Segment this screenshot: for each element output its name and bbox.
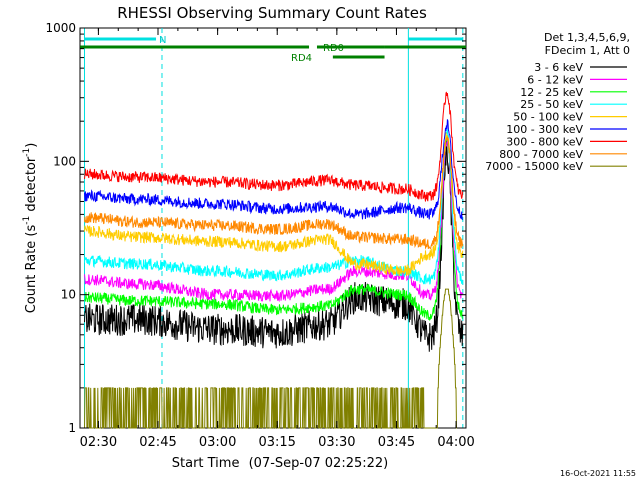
series-line-6 [84, 91, 464, 202]
legend-entry-label: 3 - 6 keV [534, 61, 583, 74]
flag-label-n: N [159, 35, 166, 46]
series-line-0 [84, 139, 464, 352]
y-axis-label: Count Rate (s-1 detector-1) [22, 143, 39, 314]
series-lines [84, 91, 464, 429]
series-line-7 [84, 136, 464, 250]
legend-header-line-2: FDecim 1, Att 0 [545, 44, 630, 57]
legend-entry-label: 25 - 50 keV [520, 98, 583, 111]
x-tick-label: 03:45 [378, 435, 415, 450]
series-line-8 [84, 288, 463, 429]
legend-entry-label: 100 - 300 keV [506, 123, 583, 136]
x-tick-label: 03:00 [199, 435, 236, 450]
y-tick-label: 1 [68, 421, 76, 435]
x-axis-label: Start Time (07-Sep-07 02:25:22) [172, 456, 389, 471]
legend-entry-label: 12 - 25 keV [520, 86, 583, 99]
series-line-2 [84, 134, 464, 322]
y-axis-label-main: Count Rate (s [24, 225, 39, 314]
chart-title: RHESSI Observing Summary Count Rates [117, 4, 427, 22]
legend-entry-label: 800 - 7000 keV [499, 148, 583, 161]
series-line-1 [84, 139, 464, 303]
y-tick-label: 10 [61, 288, 76, 302]
flag-label-rd4: RD4 [291, 53, 312, 64]
series-line-4 [84, 132, 464, 277]
x-axis-label-prefix: Start Time [172, 456, 240, 471]
y-tick-label: 1000 [45, 21, 76, 35]
legend-entry-label: 6 - 12 keV [527, 73, 583, 86]
legend: Det 1,3,4,5,6,9, FDecim 1, Att 0 3 - 6 k… [485, 31, 630, 173]
y-axis-label-sup1: -1 [22, 216, 32, 225]
y-axis-label-sup2: -1 [22, 148, 32, 157]
x-tick-label: 03:15 [258, 435, 295, 450]
y-axis-label-mid: detector [24, 156, 39, 216]
legend-entry-label: 7000 - 15000 keV [485, 160, 583, 173]
flag-label-rd0: RD0 [323, 43, 344, 54]
flag-bars [80, 37, 466, 59]
x-tick-label: 04:00 [437, 435, 474, 450]
attenuator-markers [83, 28, 464, 428]
x-axis-label-date: (07-Sep-07 02:25:22) [249, 456, 389, 471]
legend-header-line-1: Det 1,3,4,5,6,9, [544, 31, 630, 44]
y-axis-label-end: ) [24, 143, 39, 148]
y-axis: 1 10 100 1000 [45, 21, 466, 435]
x-axis: 02:30 02:45 03:00 03:15 03:30 03:45 04:00 [80, 28, 475, 450]
legend-entry-label: 300 - 800 keV [506, 135, 583, 148]
footer-timestamp: 16-Oct-2021 11:55 [560, 469, 636, 478]
y-tick-label: 100 [53, 154, 76, 168]
x-tick-label: 03:30 [318, 435, 355, 450]
x-tick-label: 02:45 [139, 435, 176, 450]
legend-entry-label: 50 - 100 keV [513, 111, 583, 124]
series-line-5 [84, 119, 463, 221]
x-tick-label: 02:30 [80, 435, 117, 450]
